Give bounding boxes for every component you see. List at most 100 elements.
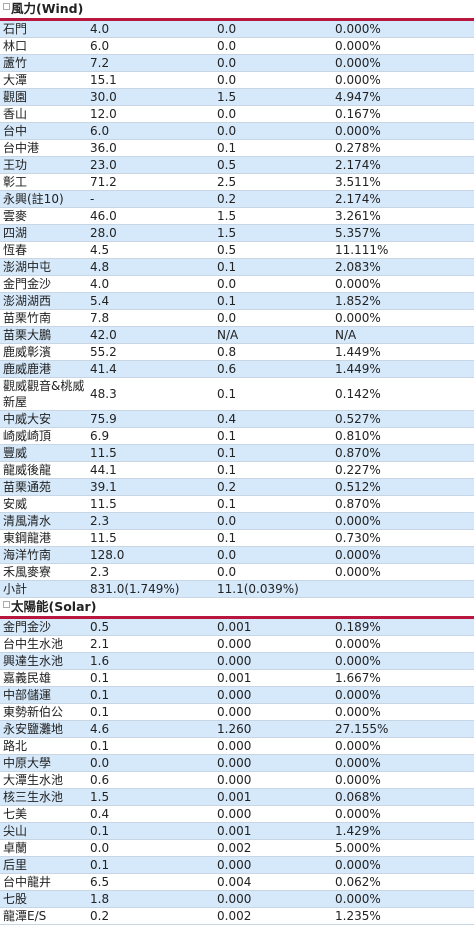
ratio-value: 0.000% xyxy=(332,21,474,38)
station-name: 鹿威鹿港 xyxy=(0,361,87,378)
ratio-value: 0.000% xyxy=(332,55,474,72)
station-name: 石門 xyxy=(0,21,87,38)
capacity-value: 46.0 xyxy=(87,208,214,225)
station-name: 王功 xyxy=(0,157,87,174)
generation-value: 0.000 xyxy=(214,891,332,908)
generation-value: 0.0 xyxy=(214,38,332,55)
capacity-value: 0.1 xyxy=(87,670,214,687)
table-row: 林口 6.0 0.0 0.000% xyxy=(0,38,474,55)
table-row: 彰工 71.2 2.5 3.511% xyxy=(0,174,474,191)
wind-section: 風力(Wind) 石門 4.0 0.0 0.000% 林口 6.0 0.0 0.000% 蘆竹 7… xyxy=(0,0,474,598)
table-row: 永興(註10) -0.2 2.174% xyxy=(0,191,474,208)
generation-value: 0.001 xyxy=(214,670,332,687)
capacity-value: 30.0 xyxy=(87,89,214,106)
station-name: 金門金沙 xyxy=(0,619,87,636)
station-name: 林口 xyxy=(0,38,87,55)
table-row: 豐威 11.5 0.1 0.870% xyxy=(0,445,474,462)
ratio-value: 1.667% xyxy=(332,670,474,687)
ratio-value: 0.000% xyxy=(332,276,474,293)
station-name: 恆春 xyxy=(0,242,87,259)
ratio-value: 0.189% xyxy=(332,619,474,636)
generation-value: 0.2 xyxy=(214,479,332,496)
station-name: 東勢新伯公 xyxy=(0,704,87,721)
generation-value: 0.000 xyxy=(214,755,332,772)
ratio-value: 0.000% xyxy=(332,310,474,327)
ratio-value xyxy=(332,581,474,598)
table-row: 嘉義民雄 0.1 0.001 1.667% xyxy=(0,670,474,687)
table-row: 澎湖湖西 5.4 0.1 1.852% xyxy=(0,293,474,310)
generation-value: 0.000 xyxy=(214,636,332,653)
capacity-value: 0.0 xyxy=(87,755,214,772)
capacity-value: 4.0 xyxy=(87,276,214,293)
ratio-value: 4.947% xyxy=(332,89,474,106)
ratio-value: 0.000% xyxy=(332,704,474,721)
generation-value: 0.0 xyxy=(214,276,332,293)
ratio-value: 2.174% xyxy=(332,191,474,208)
wind-section-header[interactable]: 風力(Wind) xyxy=(0,0,474,21)
generation-value: 0.1 xyxy=(214,462,332,479)
generation-value: N/A xyxy=(214,327,332,344)
ratio-value: 0.278% xyxy=(332,140,474,157)
ratio-value: 0.000% xyxy=(332,687,474,704)
station-name: 澎湖湖西 xyxy=(0,293,87,310)
table-row: 石門 4.0 0.0 0.000% xyxy=(0,21,474,38)
ratio-value: 0.227% xyxy=(332,462,474,479)
table-row: 永安鹽灘地 4.6 1.260 27.155% xyxy=(0,721,474,738)
table-row: 大潭 15.1 0.0 0.000% xyxy=(0,72,474,89)
table-row: 澎湖中屯 4.8 0.1 2.083% xyxy=(0,259,474,276)
capacity-value: 2.3 xyxy=(87,564,214,581)
capacity-value: 6.0 xyxy=(87,123,214,140)
solar-section-header[interactable]: 太陽能(Solar) xyxy=(0,598,474,619)
table-row: 中部儲運 0.1 0.000 0.000% xyxy=(0,687,474,704)
ratio-value: 0.167% xyxy=(332,106,474,123)
table-row: 核三生水池 1.5 0.001 0.068% xyxy=(0,789,474,806)
capacity-value: 75.9 xyxy=(87,411,214,428)
station-name: 崎威崎頂 xyxy=(0,428,87,445)
collapse-toggle-icon[interactable] xyxy=(3,601,10,608)
table-row: 觀威觀音&桃威新屋 48.3 0.1 0.142% xyxy=(0,378,474,411)
station-name: 海洋竹南 xyxy=(0,547,87,564)
station-name: 台中港 xyxy=(0,140,87,157)
station-name: 卓蘭 xyxy=(0,840,87,857)
generation-value: 0.4 xyxy=(214,411,332,428)
capacity-value: 0.0 xyxy=(87,840,214,857)
station-name: 路北 xyxy=(0,738,87,755)
ratio-value: 0.512% xyxy=(332,479,474,496)
capacity-value: 71.2 xyxy=(87,174,214,191)
generation-value: 0.0 xyxy=(214,106,332,123)
table-row: 恆春 4.5 0.5 11.111% xyxy=(0,242,474,259)
capacity-value: 831.0(1.749%) xyxy=(87,581,214,598)
capacity-value: - xyxy=(87,191,214,208)
generation-value: 0.0 xyxy=(214,123,332,140)
ratio-value: 0.000% xyxy=(332,755,474,772)
station-name: 安威 xyxy=(0,496,87,513)
generation-value: 0.000 xyxy=(214,806,332,823)
ratio-value: 0.142% xyxy=(332,378,474,411)
station-name: 雲麥 xyxy=(0,208,87,225)
generation-value: 0.000 xyxy=(214,857,332,874)
station-name: 七美 xyxy=(0,806,87,823)
station-name: 鹿威彰濱 xyxy=(0,344,87,361)
capacity-value: 28.0 xyxy=(87,225,214,242)
generation-value: 0.000 xyxy=(214,704,332,721)
generation-value: 0.1 xyxy=(214,293,332,310)
generation-value: 0.0 xyxy=(214,564,332,581)
capacity-value: 0.1 xyxy=(87,704,214,721)
ratio-value: 0.527% xyxy=(332,411,474,428)
table-row: 崎威崎頂 6.9 0.1 0.810% xyxy=(0,428,474,445)
ratio-value: 0.810% xyxy=(332,428,474,445)
capacity-value: 0.4 xyxy=(87,806,214,823)
capacity-value: 39.1 xyxy=(87,479,214,496)
station-name: 核三生水池 xyxy=(0,789,87,806)
ratio-value: 0.000% xyxy=(332,772,474,789)
capacity-value: 0.1 xyxy=(87,823,214,840)
station-name: 豐威 xyxy=(0,445,87,462)
generation-value: 0.000 xyxy=(214,772,332,789)
generation-value: 0.0 xyxy=(214,310,332,327)
generation-value: 0.004 xyxy=(214,874,332,891)
capacity-value: 6.0 xyxy=(87,38,214,55)
capacity-value: 55.2 xyxy=(87,344,214,361)
collapse-toggle-icon[interactable] xyxy=(3,3,10,10)
generation-value: 0.000 xyxy=(214,653,332,670)
table-row: 蘆竹 7.2 0.0 0.000% xyxy=(0,55,474,72)
